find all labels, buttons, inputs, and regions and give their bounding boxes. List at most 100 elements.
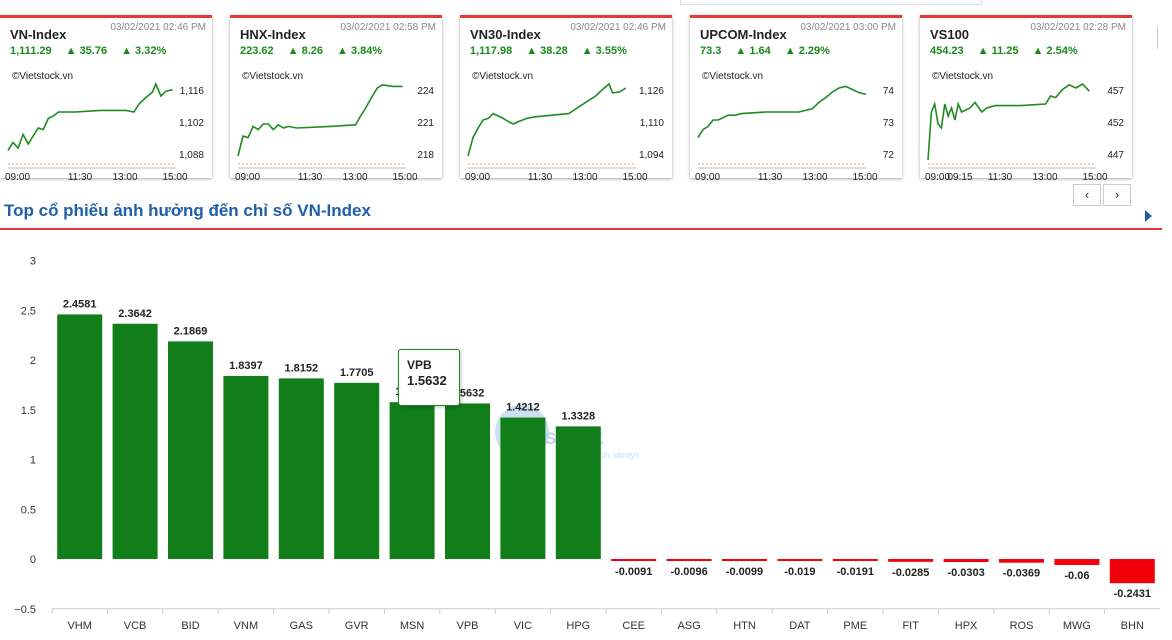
y-tick-label: 221 (417, 118, 434, 129)
card-value: 223.62 (240, 45, 274, 57)
card-time: 03/02/2021 02:46 PM (570, 22, 666, 33)
card-time: 03/02/2021 03:00 PM (800, 22, 896, 33)
y-tick-label: 74 (883, 86, 895, 97)
card-change: ▲ 11.25 (977, 45, 1019, 57)
x-tick-label: ROS (1010, 620, 1034, 632)
x-tick-label: 09:00 (465, 172, 490, 181)
bar-hpg (555, 426, 601, 559)
y-tick-label: 1,116 (180, 86, 205, 97)
scrollbar[interactable] (1157, 27, 1172, 49)
y-tick-label: 452 (1107, 118, 1124, 129)
x-tick-label: VCB (124, 620, 147, 632)
sparkline-chart: 224 221 218 09:00 11:30 13:00 15:00 (235, 83, 434, 181)
bar-asg (666, 559, 712, 561)
x-tick-label: GVR (345, 620, 369, 632)
card-time: 03/02/2021 02:28 PM (1030, 22, 1126, 33)
data-label: -0.0191 (837, 566, 874, 578)
card-pct: ▲ 3.55% (581, 45, 627, 57)
top-strip (680, 0, 982, 5)
card-change: ▲ 35.76 (65, 45, 108, 57)
watermark-tagline: sh always (600, 450, 640, 460)
sparkline (237, 83, 403, 157)
bar-pme (832, 559, 878, 561)
sparkline (697, 85, 867, 139)
y-tick-label: 0 (30, 554, 36, 566)
sparkline (7, 81, 173, 151)
bar-fit (888, 559, 934, 562)
x-tick-label: HTN (733, 620, 756, 632)
x-tick-label: 11:30 (68, 172, 93, 181)
card-watermark: ©Vietstock.vn (932, 71, 994, 82)
bar-htn (722, 559, 767, 561)
y-tick-label: 218 (417, 150, 434, 161)
card-values: 223.62 ▲ 8.26 ▲ 3.84% (240, 45, 396, 57)
expand-arrow-icon[interactable] (1145, 210, 1152, 222)
card-watermark: ©Vietstock.vn (12, 71, 74, 82)
x-tick-label: PME (843, 620, 867, 632)
card-name: VN-Index (10, 27, 67, 42)
x-tick-label: GAS (290, 620, 313, 632)
bar-bid (168, 341, 213, 559)
x-tick-label: 11:30 (988, 172, 1013, 181)
card-watermark: ©Vietstock.vn (702, 71, 764, 82)
y-tick-label: 72 (883, 150, 895, 161)
y-tick-label: 1.5 (21, 405, 36, 417)
next-button[interactable]: › (1103, 184, 1131, 206)
x-tick-label: 13:00 (342, 172, 367, 181)
y-tick-label: 1,094 (639, 150, 664, 161)
y-tick-label: 447 (1107, 150, 1124, 161)
data-label: -0.0099 (726, 566, 763, 578)
x-tick-label: MSN (400, 620, 425, 632)
card-name: VS100 (930, 27, 970, 42)
x-tick-label: VPB (456, 620, 478, 632)
bar-vhm (57, 314, 103, 559)
card-change: ▲ 38.28 (526, 45, 568, 57)
card-name: HNX-Index (240, 27, 306, 42)
index-card-upcomindex[interactable]: 03/02/2021 03:00 PM UPCOM-Index 73.3 ▲ 1.… (690, 15, 902, 181)
tooltip-name: VPB (407, 358, 432, 372)
x-tick-label: 09:00 (5, 172, 30, 181)
bar-msn (389, 402, 435, 559)
y-tick-label: 1,126 (639, 86, 664, 97)
y-tick-label: 3 (30, 256, 36, 268)
x-tick-label: 09:00 (925, 172, 950, 181)
data-label: -0.0369 (1003, 568, 1040, 580)
bar-dat (777, 559, 823, 561)
data-label: -0.2431 (1114, 588, 1151, 600)
x-tick-label: 15:00 (622, 172, 647, 181)
card-values: 1,111.29 ▲ 35.76 ▲ 3.32% (10, 45, 180, 57)
y-tick-label: 224 (417, 86, 434, 97)
data-label: 2.3642 (118, 308, 152, 320)
card-pct: ▲ 2.54% (1032, 45, 1078, 57)
data-label: 1.4212 (506, 402, 540, 414)
y-tick-label: 2.5 (21, 305, 36, 317)
x-tick-label: 13:00 (112, 172, 137, 181)
x-tick-label: 15:00 (1082, 172, 1107, 181)
card-name: UPCOM-Index (700, 27, 787, 42)
card-pct: ▲ 3.84% (337, 45, 383, 57)
index-card-vnindex[interactable]: 03/02/2021 02:46 PM VN-Index 1,111.29 ▲ 3… (0, 15, 212, 181)
x-tick-label: VHM (67, 620, 91, 632)
data-label: 1.8397 (229, 360, 263, 372)
x-tick-label: 13:00 (802, 172, 827, 181)
data-label: -0.0091 (615, 566, 652, 578)
index-card-vn30index[interactable]: 03/02/2021 02:46 PM VN30-Index 1,117.98 ▲… (460, 15, 672, 181)
bar-hpx (943, 559, 989, 563)
y-tick-label: 1,110 (640, 118, 665, 129)
index-card-vs100[interactable]: 03/02/2021 02:28 PM VS100 454.23 ▲ 11.25 ▲… (920, 15, 1132, 181)
x-tick-label: 15:00 (162, 172, 187, 181)
card-values: 73.3 ▲ 1.64 ▲ 2.29% (700, 45, 844, 57)
index-card-hnxindex[interactable]: 03/02/2021 02:58 PM HNX-Index 223.62 ▲ 8.… (230, 15, 442, 181)
y-tick-label: 1,088 (179, 150, 204, 161)
data-label: 1.8152 (284, 362, 318, 374)
prev-button[interactable]: ‹ (1073, 184, 1101, 206)
card-values: 1,117.98 ▲ 38.28 ▲ 3.55% (470, 45, 641, 57)
x-tick-label: VIC (514, 620, 532, 632)
card-time: 03/02/2021 02:58 PM (340, 22, 436, 33)
bar-ros (999, 559, 1044, 563)
card-values: 454.23 ▲ 11.25 ▲ 2.54% (930, 45, 1092, 57)
x-tick-label: 11:30 (298, 172, 323, 181)
card-time: 03/02/2021 02:46 PM (110, 22, 206, 33)
x-tick-label: 13:00 (572, 172, 597, 181)
